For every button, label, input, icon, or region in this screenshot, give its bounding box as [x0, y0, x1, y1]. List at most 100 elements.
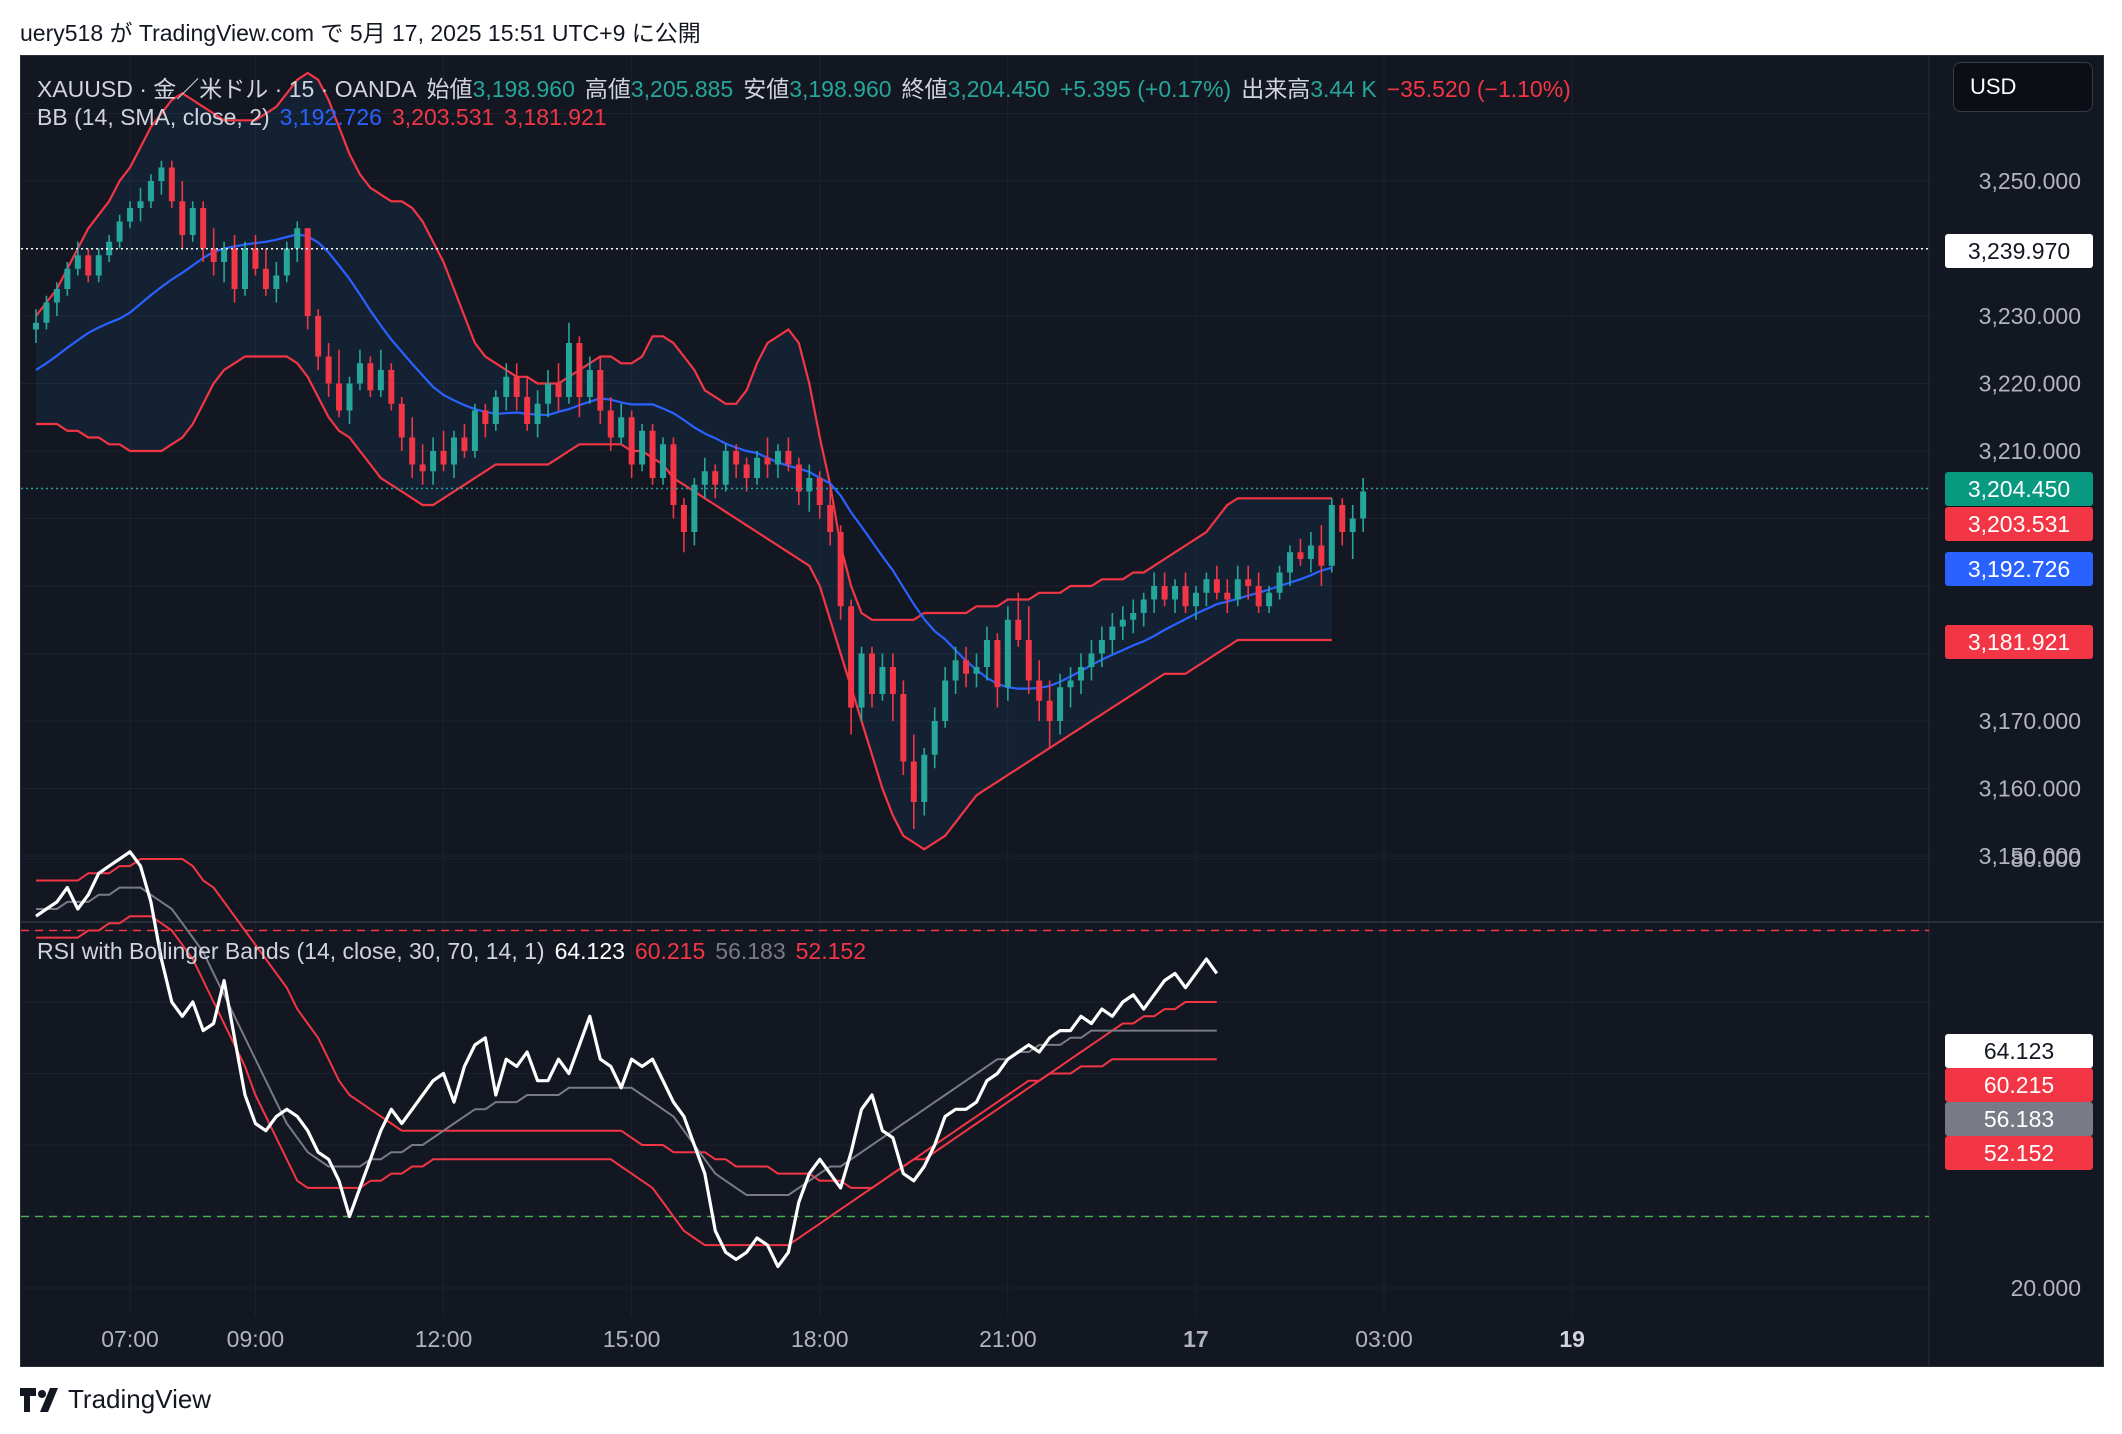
- candle: [53, 282, 60, 316]
- candle: [733, 444, 740, 478]
- candle-body: [440, 451, 447, 465]
- bb-fill-area: [36, 73, 1332, 850]
- candle-body: [1067, 680, 1074, 688]
- candle: [1245, 565, 1252, 600]
- candle-body: [1046, 700, 1053, 721]
- candle: [754, 451, 761, 485]
- candle: [1172, 579, 1179, 613]
- candle: [1130, 599, 1137, 634]
- candle: [1255, 572, 1262, 613]
- time-tick-label: 19: [1559, 1326, 1585, 1352]
- candle: [1328, 498, 1335, 573]
- candle-body: [294, 228, 301, 249]
- candle-body: [336, 383, 343, 411]
- candle-body: [200, 208, 207, 249]
- candle: [701, 457, 708, 499]
- candle: [1140, 592, 1147, 627]
- candle: [785, 437, 792, 472]
- bb-lower-line: [36, 355, 1332, 851]
- candle-body: [889, 667, 896, 694]
- candle: [1266, 586, 1273, 613]
- candle: [639, 424, 646, 472]
- candle: [1297, 538, 1304, 566]
- candle-body: [356, 363, 363, 384]
- change-value: +5.395 (+0.17%): [1059, 76, 1232, 102]
- candle: [764, 437, 771, 478]
- candle-body: [1098, 640, 1105, 654]
- rsi-basis-line: [36, 886, 1217, 1196]
- candle-body: [116, 221, 123, 242]
- price-tick-label: 3,250.000: [1979, 168, 2081, 194]
- candle-body: [576, 343, 583, 397]
- candle: [921, 748, 928, 816]
- candle-body: [325, 356, 332, 384]
- candle-body: [1339, 505, 1346, 532]
- candle-body: [827, 505, 834, 532]
- candle: [1224, 579, 1231, 613]
- candle-body: [869, 653, 875, 694]
- candle-body: [524, 397, 531, 424]
- candle-body: [879, 667, 886, 694]
- price-tick-label: 3,170.000: [1979, 708, 2081, 734]
- rsi-badge: 64.123: [1945, 1034, 2093, 1068]
- chart-canvas[interactable]: 3,250.000 3,230.000 3,220.000 3,210.000 3,17…: [21, 56, 2103, 1366]
- candle: [210, 228, 217, 276]
- bb-basis-badge: 3,192.726: [1945, 552, 2093, 586]
- candle-body: [816, 478, 823, 505]
- candle-body: [43, 302, 50, 323]
- high-label: 高値: [584, 76, 631, 102]
- candle: [774, 444, 781, 478]
- candle: [43, 295, 50, 330]
- candle-body: [1276, 572, 1283, 593]
- candle-body: [670, 444, 677, 505]
- candle-body: [795, 464, 802, 492]
- candle-body: [1161, 586, 1168, 600]
- candle-body: [628, 417, 635, 465]
- candle: [409, 417, 416, 478]
- open-label: 始値: [426, 76, 473, 102]
- candle: [503, 363, 510, 411]
- candle: [931, 707, 938, 769]
- chart-frame[interactable]: 3,250.000 3,230.000 3,220.000 3,210.000 3,17…: [20, 55, 2104, 1367]
- candle: [1213, 565, 1220, 600]
- candle-body: [754, 457, 761, 478]
- bb-upper-value: 3,203.531: [391, 104, 495, 130]
- candle-body: [712, 471, 719, 485]
- bb-lower-badge: 3,181.921: [1945, 625, 2093, 659]
- candle-body: [1349, 518, 1356, 532]
- candle: [377, 349, 384, 397]
- candle-body: [983, 640, 990, 667]
- candle: [900, 680, 907, 775]
- candle-body: [409, 437, 416, 465]
- candle-body: [774, 451, 781, 465]
- last-price-badge: 3,204.450: [1945, 472, 2093, 506]
- candle-body: [346, 383, 353, 411]
- candle: [168, 160, 175, 208]
- axis-labels: 3,250.000 3,230.000 3,220.000 3,210.000 3,17…: [101, 168, 2081, 1352]
- candle-body: [1015, 619, 1022, 640]
- currency-button[interactable]: USD: [1953, 62, 2093, 112]
- candle-body: [963, 660, 970, 674]
- low-value: 3,198.960: [789, 76, 892, 102]
- candle: [597, 356, 604, 424]
- candle: [743, 457, 750, 492]
- candle-body: [649, 430, 656, 478]
- candle: [524, 376, 531, 431]
- candle-body: [64, 268, 71, 289]
- candle-body: [273, 275, 280, 289]
- rsi-basis-value: 56.183: [715, 938, 786, 964]
- candle-body: [1182, 586, 1189, 607]
- rsi-tick-label: 80.000: [2011, 846, 2081, 872]
- candle-body: [210, 248, 217, 262]
- bb-legend: BB (14, SMA, close, 2) 3,192.726 3,203.531…: [37, 104, 617, 131]
- candle-body: [482, 410, 489, 424]
- candle-body: [74, 255, 81, 269]
- candle: [388, 363, 395, 411]
- candle: [1349, 505, 1356, 559]
- candle: [680, 498, 687, 553]
- candle: [451, 430, 457, 478]
- candle: [534, 390, 541, 438]
- bb-upper-line: [35, 71, 1332, 621]
- candle-body: [942, 680, 949, 721]
- candle-body: [1004, 619, 1011, 688]
